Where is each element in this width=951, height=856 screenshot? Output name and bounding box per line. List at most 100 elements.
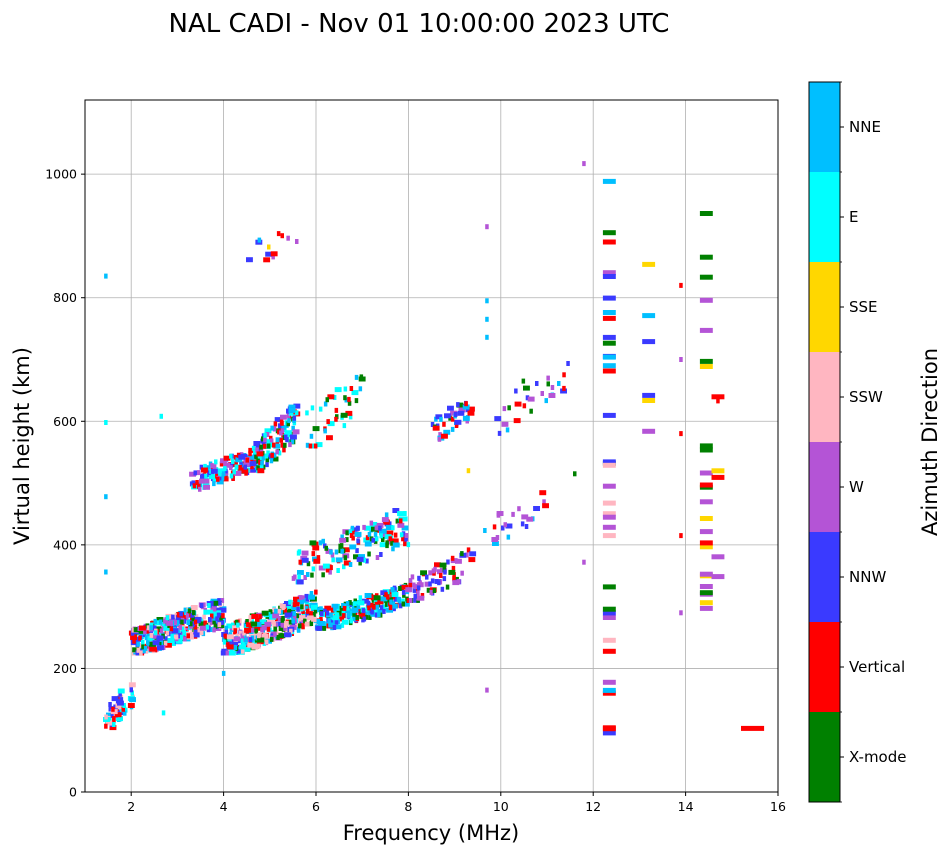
echo-mark xyxy=(313,617,317,623)
echo-mark xyxy=(171,628,179,634)
echo-mark xyxy=(161,710,166,716)
echo-mark xyxy=(192,610,196,616)
echo-mark xyxy=(460,570,464,576)
echo-mark xyxy=(420,593,425,598)
echo-mark xyxy=(171,631,179,637)
echo-mark xyxy=(210,468,218,474)
echo-mark xyxy=(408,598,413,603)
echo-mark xyxy=(377,612,381,618)
colorbar-segment xyxy=(809,82,840,172)
echo-mark xyxy=(321,572,325,578)
echo-mark xyxy=(485,687,489,693)
echo-mark xyxy=(257,468,265,474)
echo-mark xyxy=(520,521,525,527)
echo-mark xyxy=(373,595,381,601)
echo-mark xyxy=(602,363,616,369)
echo-mark xyxy=(295,613,300,619)
echo-mark xyxy=(284,430,292,436)
echo-mark xyxy=(362,598,369,604)
echo-mark xyxy=(342,423,347,429)
echo-mark xyxy=(402,592,406,598)
echo-mark xyxy=(485,316,489,322)
colorbar-tick-label: NNE xyxy=(849,118,881,136)
echo-mark xyxy=(277,450,282,456)
echo-mark xyxy=(379,533,383,539)
echo-mark xyxy=(388,605,393,611)
echo-mark xyxy=(497,430,502,436)
echo-mark xyxy=(442,421,446,427)
echo-mark xyxy=(391,546,395,552)
echo-mark xyxy=(433,566,437,572)
echo-mark xyxy=(379,552,383,557)
echo-mark xyxy=(403,541,407,547)
echo-mark xyxy=(276,231,281,237)
echo-mark xyxy=(256,451,264,457)
echo-mark xyxy=(284,632,291,638)
echo-mark xyxy=(460,551,464,557)
echo-mark xyxy=(318,540,323,546)
colorbar-frame xyxy=(808,81,841,803)
echo-mark xyxy=(699,447,713,453)
echo-mark xyxy=(522,403,527,409)
echo-mark xyxy=(401,601,405,607)
echo-mark xyxy=(391,525,395,531)
echo-mark xyxy=(293,599,298,605)
echo-mark xyxy=(602,178,616,184)
colorbar-segment xyxy=(809,712,840,802)
echo-mark xyxy=(398,603,403,609)
echo-mark xyxy=(330,552,335,558)
colorbar-segment xyxy=(809,352,840,442)
echo-mark xyxy=(381,517,389,523)
echo-mark xyxy=(179,611,183,617)
echo-mark xyxy=(194,629,198,635)
echo-mark xyxy=(202,614,206,620)
echo-mark xyxy=(229,453,233,459)
echo-mark xyxy=(315,625,323,631)
echo-mark xyxy=(401,598,405,604)
echo-mark xyxy=(462,404,470,410)
echo-mark xyxy=(345,601,350,607)
echo-mark xyxy=(280,442,284,448)
echo-mark xyxy=(679,610,683,616)
echo-mark xyxy=(245,457,249,463)
echo-mark xyxy=(562,385,566,391)
echo-mark xyxy=(349,618,353,624)
echo-mark xyxy=(117,688,125,694)
echo-mark xyxy=(139,625,146,631)
echo-mark xyxy=(404,536,408,542)
colorbar-segment xyxy=(809,622,840,712)
echo-mark xyxy=(219,607,227,613)
echo-mark xyxy=(339,543,344,549)
echo-mark xyxy=(297,611,301,617)
echo-mark xyxy=(699,590,713,596)
echo-mark xyxy=(286,408,290,414)
echo-mark xyxy=(175,615,183,621)
echo-mark xyxy=(602,730,616,736)
echo-mark xyxy=(187,608,192,614)
echo-mark xyxy=(265,638,272,644)
echo-mark xyxy=(699,540,713,546)
echo-mark xyxy=(376,522,384,528)
echo-mark xyxy=(297,570,304,575)
echo-mark xyxy=(483,528,487,533)
echo-mark xyxy=(362,616,367,622)
echo-mark xyxy=(467,410,475,416)
echo-mark xyxy=(602,310,616,315)
echo-mark xyxy=(212,481,216,487)
echo-mark xyxy=(339,605,344,611)
echo-mark xyxy=(454,419,462,425)
echo-mark xyxy=(336,610,344,616)
echo-mark xyxy=(386,530,394,536)
echo-mark xyxy=(216,476,220,482)
echo-mark xyxy=(347,400,352,406)
echo-mark xyxy=(293,403,301,409)
echo-mark xyxy=(354,398,359,404)
echo-mark xyxy=(428,581,432,587)
echo-mark xyxy=(118,691,122,697)
echo-mark xyxy=(341,619,349,625)
echo-mark xyxy=(343,560,351,566)
echo-mark xyxy=(220,458,227,464)
data-marks xyxy=(103,161,765,736)
echo-mark xyxy=(392,508,400,513)
echo-mark xyxy=(418,580,422,586)
